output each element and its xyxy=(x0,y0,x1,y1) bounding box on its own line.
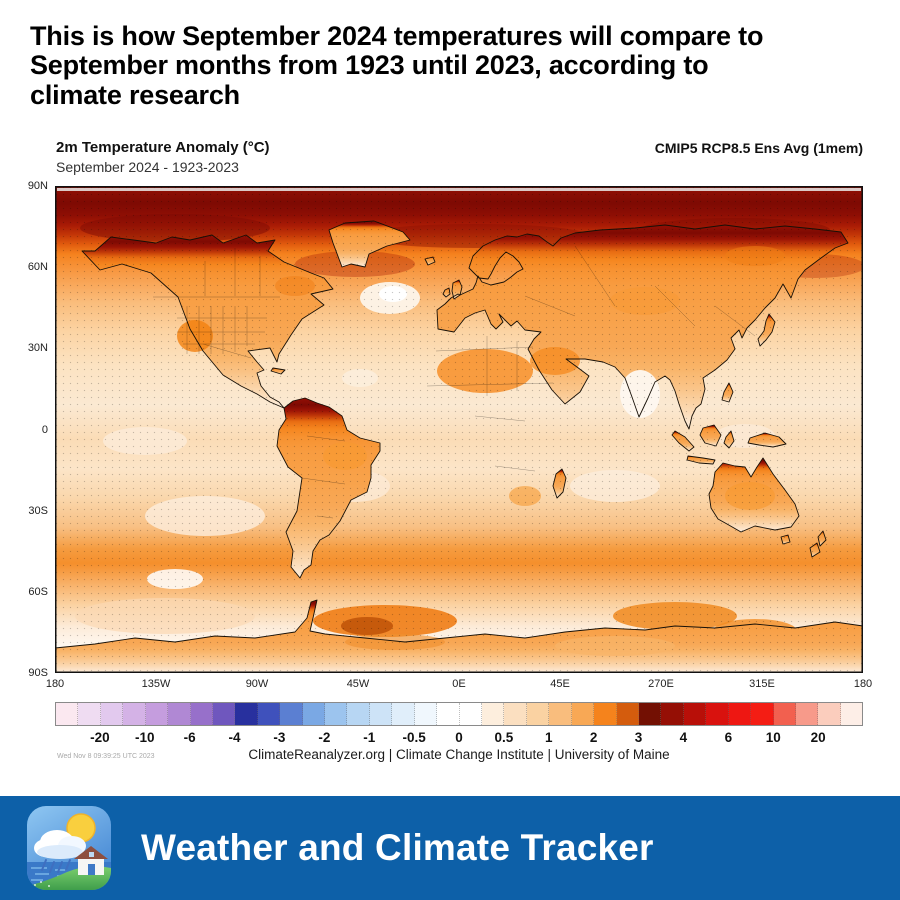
lon-label: 180 xyxy=(45,678,65,690)
colorbar-tick-label: -6 xyxy=(183,730,196,745)
colorbar-cell xyxy=(100,703,124,725)
lat-label: 60S xyxy=(28,585,48,598)
lat-label: 90S xyxy=(28,667,48,679)
generated-timestamp: Wed Nov 8 09:39:25 UTC 2023 xyxy=(57,753,155,760)
lat-label: 30S xyxy=(28,504,48,517)
weather-app-icon-art xyxy=(27,806,111,890)
lon-label: 0E xyxy=(452,678,466,690)
colorbar-cell xyxy=(168,703,191,725)
colorbar-tick-label: -0.5 xyxy=(402,730,426,745)
colorbar-tick-label: -10 xyxy=(135,730,155,745)
colorbar-cell xyxy=(212,703,236,725)
colorbar-cell xyxy=(751,703,774,725)
map-subtitle: September 2024 - 1923-2023 xyxy=(56,159,239,175)
colorbar-cell xyxy=(280,703,303,725)
colorbar-cell xyxy=(123,703,146,725)
colorbar-tick-label: 0.5 xyxy=(494,730,514,745)
colorbar-cell xyxy=(78,703,101,725)
colorbar-cell xyxy=(459,703,483,725)
anomaly-colorbar xyxy=(55,702,863,726)
lon-label: 270E xyxy=(648,678,674,690)
colorbar-cell xyxy=(325,703,348,725)
colorbar-cell xyxy=(773,703,796,725)
latitude-axis: 90N 60N 30N 0 30S 60S 90S xyxy=(0,180,50,679)
colorbar-cell xyxy=(706,703,729,725)
attribution: ClimateReanalyzer.org | Climate Change I… xyxy=(248,747,670,762)
colorbar-tick-label: 20 xyxy=(810,730,826,745)
model-label: CMIP5 RCP8.5 Ens Avg (1mem) xyxy=(654,140,863,156)
colorbar-tick-labels: -20 -10 -6 -4 -3 -2 -1 -0.5 0 0.5 1 2 3 4 6 10 20 xyxy=(55,730,863,746)
lat-label: 0 xyxy=(41,423,48,436)
headline: This is how September 2024 temperatures … xyxy=(30,21,886,110)
colorbar-cell xyxy=(616,703,639,725)
weather-app-icon xyxy=(27,806,111,890)
colorbar-tick-label: 0 xyxy=(455,730,463,745)
colorbar-tick-label: 3 xyxy=(634,730,643,745)
colorbar-cell xyxy=(504,703,527,725)
lon-label: 90W xyxy=(245,678,269,690)
headline-line: climate research xyxy=(30,79,240,110)
colorbar-tick-label: -20 xyxy=(90,730,110,745)
colorbar-cell xyxy=(594,703,617,725)
colorbar-tick-label: -2 xyxy=(318,730,331,745)
colorbar-cell xyxy=(549,703,572,725)
colorbar-cell xyxy=(190,703,213,725)
colorbar-cell xyxy=(840,703,863,725)
colorbar-cell xyxy=(257,703,281,725)
colorbar-cell xyxy=(571,703,595,725)
lon-label: 315E xyxy=(749,678,775,690)
colorbar-cell xyxy=(302,703,326,725)
colorbar-tick-label: 4 xyxy=(679,730,688,745)
stipple-overlay xyxy=(55,186,863,673)
colorbar-cell xyxy=(526,703,550,725)
lat-label: 30N xyxy=(27,342,48,355)
colorbar-cell xyxy=(414,703,438,725)
lon-label: 45E xyxy=(550,678,570,690)
colorbar-cell xyxy=(818,703,841,725)
app-banner: Weather and Climate Tracker xyxy=(0,796,900,900)
lat-label: 60N xyxy=(27,261,48,274)
colorbar-tick-label: -4 xyxy=(228,730,241,745)
colorbar-tick-label: -1 xyxy=(363,730,376,745)
colorbar-cell xyxy=(795,703,819,725)
lat-label: 90N xyxy=(27,180,48,192)
colorbar-tick-label: -3 xyxy=(273,730,286,745)
colorbar-tick-label: 6 xyxy=(724,730,733,745)
colorbar-cell xyxy=(347,703,370,725)
world-anomaly-map xyxy=(54,186,865,674)
colorbar-tick-label: 2 xyxy=(589,730,598,745)
anomaly-map-svg xyxy=(54,186,865,674)
lon-label: 45W xyxy=(346,678,370,690)
map-title: 2m Temperature Anomaly (°C) xyxy=(56,139,270,156)
colorbar-cell xyxy=(638,703,662,725)
colorbar-cell xyxy=(145,703,169,725)
cloud-icon xyxy=(34,830,86,859)
headline-line: September months from 1923 until 2023, a… xyxy=(30,50,709,81)
colorbar-cell xyxy=(661,703,684,725)
spray-dots xyxy=(34,881,50,887)
colorbar-cell xyxy=(235,703,258,725)
colorbar-cell xyxy=(683,703,707,725)
colorbar-tick-label: 1 xyxy=(545,730,553,745)
lon-label: 180 xyxy=(853,678,873,690)
colorbar-cell xyxy=(437,703,460,725)
colorbar-tick-label: 10 xyxy=(765,730,781,745)
colorbar-cell xyxy=(728,703,752,725)
house-icon xyxy=(74,846,108,875)
colorbar-cell xyxy=(392,703,415,725)
rain-icon xyxy=(41,859,71,873)
map-frame xyxy=(55,186,863,673)
app-name: Weather and Climate Tracker xyxy=(141,827,654,868)
lon-label: 135W xyxy=(141,678,171,690)
colorbar-cell xyxy=(369,703,393,725)
longitude-axis: 180 135W 90W 45W 0E 45E 270E 315E 180 xyxy=(46,678,872,692)
colorbar-cell xyxy=(56,703,79,725)
headline-line: This is how September 2024 temperatures … xyxy=(30,21,764,51)
colorbar-cell xyxy=(482,703,505,725)
